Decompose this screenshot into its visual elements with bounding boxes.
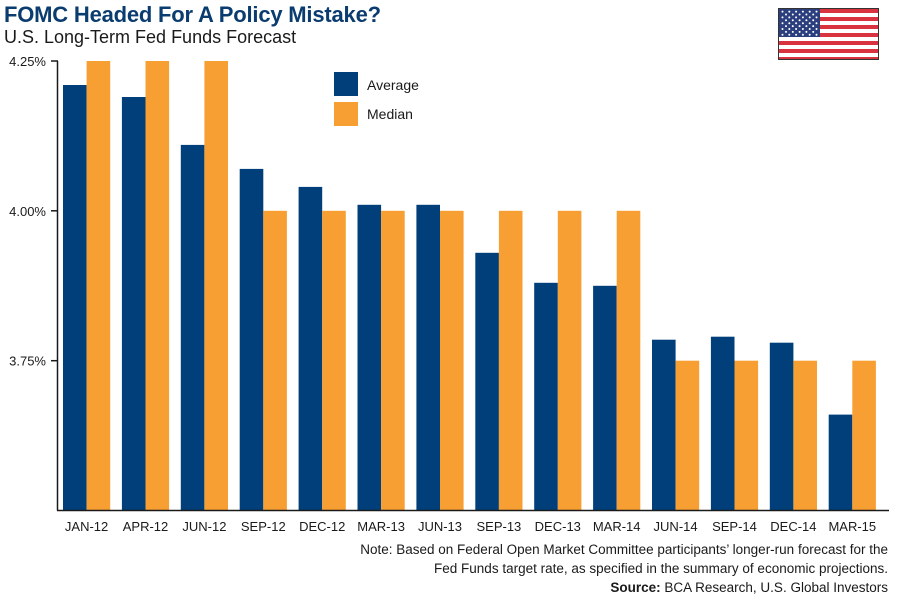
x-tick-label: SEP-14 <box>712 519 757 534</box>
us-flag-icon <box>778 8 879 60</box>
bar-median-dec-14 <box>793 360 817 511</box>
bar-median-jun-12 <box>204 61 228 511</box>
bar-median-mar-13 <box>381 210 405 511</box>
bar-average-sep-14 <box>710 336 735 511</box>
x-tick-label: DEC-14 <box>770 519 816 534</box>
legend: Average Median <box>334 72 419 126</box>
bar-average-apr-12 <box>121 97 146 511</box>
bar-average-dec-12 <box>298 186 323 511</box>
bar-average-dec-14 <box>769 342 794 511</box>
x-tick-label: MAR-14 <box>593 519 641 534</box>
legend-swatch-average <box>334 72 358 96</box>
bar-average-jan-12 <box>63 85 87 511</box>
chart-subtitle: U.S. Long-Term Fed Funds Forecast <box>4 27 297 47</box>
bar-median-sep-14 <box>734 360 759 511</box>
bar-median-dec-12 <box>322 210 346 511</box>
bar-median-dec-13 <box>557 210 582 511</box>
x-tick-label: JAN-12 <box>65 519 108 534</box>
source-line: Source: BCA Research, U.S. Global Invest… <box>268 578 888 597</box>
y-tick-label: 3.75% <box>9 354 46 369</box>
x-tick-label: JUN-14 <box>654 519 698 534</box>
x-ticks: JAN-12 APR-12 JUN-12 SEP-12 DEC-12 MAR-13 JUN-… <box>65 519 876 534</box>
x-tick-label: APR-12 <box>123 519 169 534</box>
bar-average-mar-14 <box>593 285 617 511</box>
bar-chart: 4.25% 4.00% 3.75% JAN-12 APR-12 JUN-12 SEP-12… <box>9 54 889 534</box>
bar-average-jun-12 <box>180 144 205 511</box>
x-tick-label: DEC-12 <box>299 519 345 534</box>
x-tick-label: JUN-13 <box>418 519 462 534</box>
bars-layer <box>63 61 876 511</box>
source-label: Source: <box>610 580 661 595</box>
bar-average-mar-13 <box>357 204 382 511</box>
legend-swatch-median <box>334 102 358 126</box>
bar-median-mar-14 <box>616 210 641 511</box>
x-tick-label: JUN-12 <box>182 519 226 534</box>
chart-title: FOMC Headed For A Policy Mistake? <box>4 2 381 27</box>
x-tick-label: SEP-12 <box>241 519 286 534</box>
legend-label-average: Average <box>367 77 419 93</box>
bar-average-jun-14 <box>652 339 676 511</box>
bar-median-jan-12 <box>86 61 111 511</box>
y-tick-label: 4.25% <box>9 54 46 69</box>
bar-average-dec-13 <box>534 282 558 511</box>
footnote: Note: Based on Federal Open Market Commi… <box>268 540 888 597</box>
legend-label-median: Median <box>367 106 413 122</box>
note-line-2: Fed Funds target rate, as specified in t… <box>434 561 888 576</box>
x-tick-label: MAR-13 <box>357 519 405 534</box>
bar-median-apr-12 <box>145 61 170 511</box>
y-ticks: 4.25% 4.00% 3.75% <box>9 54 58 369</box>
x-tick-label: DEC-13 <box>535 519 581 534</box>
x-tick-label: MAR-15 <box>828 519 876 534</box>
x-tick-label: SEP-13 <box>476 519 521 534</box>
bar-average-jun-13 <box>416 204 440 511</box>
bar-median-mar-15 <box>852 360 876 511</box>
y-tick-label: 4.00% <box>9 204 46 219</box>
bar-average-sep-12 <box>239 168 264 511</box>
note-line-1: Note: Based on Federal Open Market Commi… <box>360 542 888 557</box>
bar-median-sep-13 <box>498 210 523 511</box>
source-text: BCA Research, U.S. Global Investors <box>660 580 888 595</box>
bar-median-jun-14 <box>675 360 700 511</box>
bar-average-mar-15 <box>828 414 853 511</box>
bar-median-jun-13 <box>440 210 464 511</box>
bar-median-sep-12 <box>263 210 287 511</box>
bar-average-sep-13 <box>475 252 499 511</box>
